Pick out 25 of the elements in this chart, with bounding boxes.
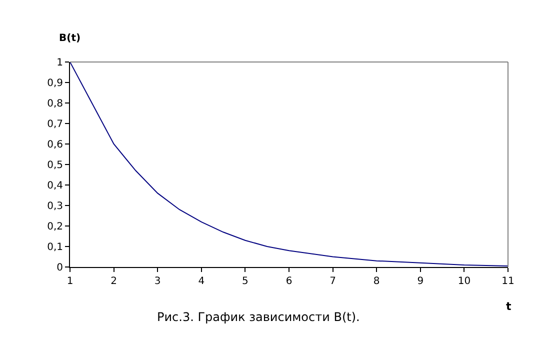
y-tick-label: 0,4	[47, 180, 63, 192]
x-axis-title: t	[506, 300, 512, 313]
x-tick-label: 3	[154, 276, 161, 287]
y-tick-label: 1	[56, 58, 63, 68]
y-tick-label: 0,8	[47, 98, 63, 110]
x-tick-label: 2	[110, 276, 117, 287]
text: Рис.3. График зависимости B(t).	[157, 310, 360, 324]
x-tick-label: 9	[417, 276, 424, 287]
x-tick-label: 1	[66, 276, 74, 287]
y-tick-label: 0,1	[47, 242, 63, 253]
x-tick-label: 7	[330, 276, 336, 287]
x-tick-label: 6	[286, 276, 292, 287]
x-tick-label: 4	[198, 276, 205, 287]
y-tick-label: 0,7	[47, 119, 63, 130]
y-axis-title: B(t)	[59, 33, 81, 44]
y-tick-label: 0,9	[47, 78, 63, 89]
y-tick-label: 0	[56, 262, 63, 274]
x-tick-label: 5	[242, 276, 248, 287]
x-tick-label: 10	[458, 276, 471, 287]
y-tick-label: 0,2	[47, 222, 63, 232]
x-tick-label: 11	[502, 276, 514, 287]
y-tick-label: 0,3	[47, 201, 63, 212]
x-tick-label: 8	[373, 276, 380, 287]
y-tick-label: 0,5	[47, 160, 63, 171]
y-tick-label: 0,6	[47, 140, 63, 150]
